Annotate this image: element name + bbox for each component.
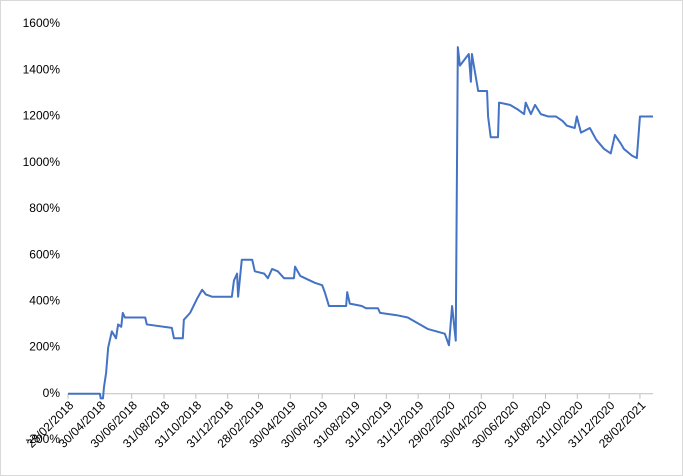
y-tick-label: 1200%: [23, 109, 61, 123]
y-tick-label: 1000%: [23, 155, 61, 169]
data-line: [68, 46, 653, 400]
y-tick-label: 800%: [29, 201, 60, 215]
y-tick-label: 1400%: [23, 62, 61, 76]
y-tick-label: 0%: [43, 386, 61, 400]
y-tick-label: 600%: [29, 247, 60, 261]
y-tick-label: 1600%: [23, 16, 61, 30]
y-tick-label: 200%: [29, 340, 60, 354]
y-tick-label: -200%: [25, 432, 60, 446]
y-tick-label: 400%: [29, 294, 60, 308]
